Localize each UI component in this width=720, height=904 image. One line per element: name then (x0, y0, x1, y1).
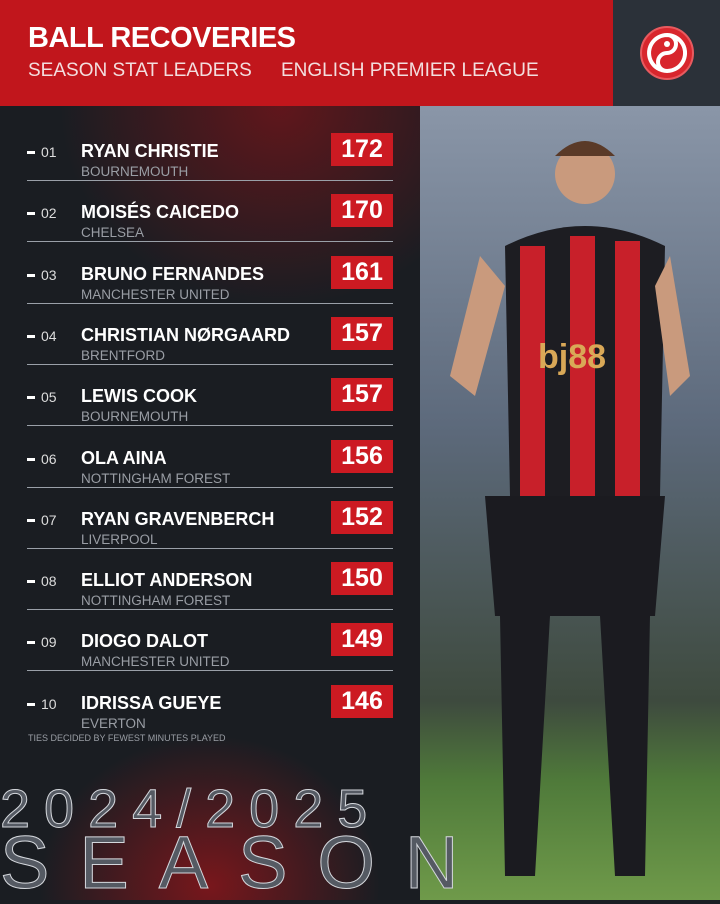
stat-value-badge: 172 (331, 133, 393, 166)
club-name: CHELSEA (81, 225, 145, 241)
row-divider (27, 241, 393, 243)
player-name: BRUNO FERNANDES (81, 263, 265, 284)
dash-icon (27, 273, 35, 277)
player-name: DIOGO DALOT (81, 631, 208, 652)
player-name: OLA AINA (81, 447, 167, 468)
row-divider (27, 302, 393, 304)
row-divider (27, 609, 393, 611)
leader-row: 08 ELLIOT ANDERSON NOTTINGHAM FOREST 150 (0, 562, 420, 627)
club-name: EVERTON (81, 715, 146, 731)
club-name: BRENTFORD (81, 347, 165, 363)
stat-value-badge: 157 (331, 316, 393, 350)
row-divider (27, 363, 393, 365)
stat-value-badge: 146 (331, 684, 393, 718)
player-name: RYAN GRAVENBERCH (81, 508, 275, 529)
player-name: LEWIS COOK (81, 386, 197, 407)
swirl-logo-icon (640, 26, 694, 80)
dash-icon (27, 212, 35, 216)
page-title: BALL RECOVERIES (28, 22, 296, 54)
club-name: NOTTINGHAM FOREST (81, 470, 231, 486)
rank: 02 (41, 205, 57, 222)
rank: 10 (41, 695, 57, 712)
club-name: MANCHESTER UNITED (81, 286, 230, 302)
row-divider (27, 670, 393, 672)
dash-icon (27, 334, 35, 338)
dash-icon (27, 151, 35, 154)
player-name: RYAN CHRISTIE (81, 141, 219, 161)
club-name: BOURNEMOUTH (81, 409, 189, 425)
leader-row: 04 CHRISTIAN NØRGAARD BRENTFORD 157 (0, 316, 420, 382)
row-divider (27, 425, 393, 427)
row-divider (27, 180, 393, 181)
subtitle: SEASON STAT LEADERS (28, 60, 252, 81)
club-name: LIVERPOOL (81, 531, 158, 547)
stat-value-badge: 161 (331, 255, 393, 289)
row-divider (27, 547, 393, 549)
dash-icon (27, 518, 35, 522)
leader-row: 01 RYAN CHRISTIE BOURNEMOUTH 172 (0, 133, 420, 198)
season-years-outline: 2024/2025 (0, 779, 382, 839)
dash-icon (27, 702, 35, 706)
footnote: TIES DECIDED BY FEWEST MINUTES PLAYED (28, 733, 226, 743)
dash-icon (27, 580, 35, 584)
rank: 05 (41, 389, 57, 406)
rank: 09 (41, 634, 57, 651)
rank: 08 (41, 573, 57, 590)
stat-value-badge: 150 (331, 562, 393, 596)
player-photo: bj88 (420, 106, 720, 900)
header: BALL RECOVERIES SEASON STAT LEADERS ENGL… (0, 0, 613, 106)
leader-row: 10 IDRISSA GUEYE EVERTON 146 (0, 684, 420, 750)
stat-value-badge: 152 (331, 500, 393, 534)
leader-row: 05 LEWIS COOK BOURNEMOUTH 157 (0, 378, 420, 443)
rank: 06 (41, 450, 57, 467)
leader-row: 06 OLA AINA NOTTINGHAM FOREST 156 (0, 439, 420, 505)
dash-icon (27, 641, 35, 645)
dash-icon (27, 396, 35, 400)
club-name: NOTTINGHAM FOREST (81, 593, 231, 609)
stat-value-badge: 170 (331, 194, 393, 228)
league-label: ENGLISH PREMIER LEAGUE (281, 60, 539, 81)
leader-row: 07 RYAN GRAVENBERCH LIVERPOOL 152 (0, 500, 420, 566)
player-name: MOISÉS CAICEDO (81, 202, 240, 223)
player-name: ELLIOT ANDERSON (81, 570, 253, 591)
season-word-outline: SEASON (0, 821, 489, 904)
dash-icon (27, 457, 35, 461)
row-divider (27, 486, 393, 488)
leader-row: 03 BRUNO FERNANDES MANCHESTER UNITED 161 (0, 255, 420, 321)
player-name: IDRISSA GUEYE (81, 692, 222, 713)
stat-value-badge: 156 (331, 439, 393, 473)
leader-row: 02 MOISÉS CAICEDO CHELSEA 170 (0, 194, 420, 259)
leader-row: 09 DIOGO DALOT MANCHESTER UNITED 149 (0, 623, 420, 688)
rank: 03 (41, 266, 57, 283)
rank: 07 (41, 511, 57, 528)
stat-value-badge: 157 (331, 378, 393, 412)
player-name: CHRISTIAN NØRGAARD (81, 324, 290, 345)
rank: 01 (41, 144, 57, 160)
rank: 04 (41, 327, 57, 344)
club-name: BOURNEMOUTH (81, 164, 189, 179)
stat-value-badge: 149 (331, 623, 393, 657)
club-name: MANCHESTER UNITED (81, 654, 230, 670)
shirt-sponsor: bj88 (538, 338, 606, 376)
